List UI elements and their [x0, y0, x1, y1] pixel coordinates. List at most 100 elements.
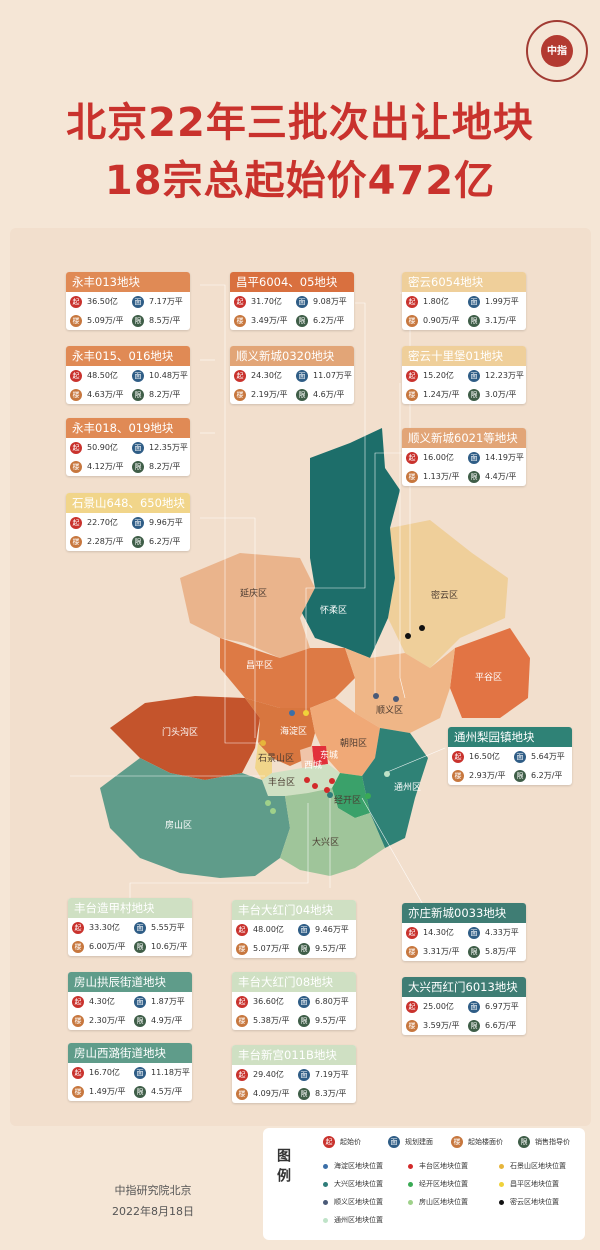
label-chaoyang: 朝阳区 — [340, 739, 368, 749]
plot-qi-value: 33.30亿 — [89, 923, 120, 932]
plot-qi-value: 24.30亿 — [251, 371, 282, 380]
legend-location: 海淀区地块位置 — [323, 1161, 383, 1171]
label-shunyi: 顺义区 — [376, 706, 404, 716]
plot-qi-value: 36.60亿 — [253, 997, 284, 1006]
label-daxing: 大兴区 — [312, 838, 340, 848]
lou-badge-icon: 楼 — [70, 535, 82, 548]
plot-xian-value: 8.5万/平 — [149, 316, 181, 325]
fengtai-dot-2 — [324, 787, 330, 793]
qi-badge-icon: 起 — [70, 295, 82, 308]
lou-badge-icon: 楼 — [72, 1014, 84, 1027]
plot-card: 房山拱辰街道地块起 4.30亿 面 1.87万平楼 2.30万/平限 4.9万/平 — [68, 972, 192, 1030]
mentougou-region — [110, 696, 260, 780]
legend-location-label: 密云区地块位置 — [510, 1198, 559, 1206]
plot-card-title: 顺义新城6021等地块 — [402, 428, 526, 448]
plot-card-title: 昌平6004、05地块 — [230, 272, 354, 292]
plot-mian-value: 9.08万平 — [313, 297, 347, 306]
legend-dot-icon — [499, 1181, 504, 1187]
label-mentougou: 门头沟区 — [162, 728, 199, 738]
fengtai-dot-4 — [304, 777, 310, 783]
xian-badge-icon: 限 — [134, 1014, 146, 1027]
plot-xian-value: 9.5万/平 — [315, 1016, 347, 1025]
legend-key-label: 规划建面 — [405, 1138, 433, 1146]
plot-xian-value: 4.6万/平 — [313, 390, 345, 399]
plot-mian-value: 12.35万平 — [149, 443, 188, 452]
plot-mian-value: 5.64万平 — [531, 752, 565, 761]
legend-dot-icon — [323, 1163, 328, 1169]
legend-location-label: 昌平区地块位置 — [510, 1180, 559, 1188]
plot-card: 顺义新城0320地块起 24.30亿 面 11.07万平楼 2.19万/平限 4.6万/平 — [230, 346, 354, 404]
label-huairou: 怀柔区 — [320, 606, 348, 616]
mian-badge-icon: 面 — [468, 926, 480, 939]
footer-org: 中指研究院北京 — [114, 1184, 192, 1197]
footer-date: 2022年8月18日 — [112, 1205, 194, 1218]
legend-location-label: 房山区地块位置 — [419, 1198, 468, 1206]
mian-badge-icon: 面 — [134, 921, 146, 934]
plot-card-title: 大兴西红门6013地块 — [402, 977, 526, 997]
plot-card: 大兴西红门6013地块起 25.00亿 面 6.97万平楼 3.59万/平限 6.6万/平 — [402, 977, 526, 1035]
xian-badge-icon: 限 — [132, 460, 144, 473]
qi-badge-icon: 起 — [234, 369, 246, 382]
miyun-dot-2 — [405, 633, 411, 639]
qi-badge-icon: 起 — [72, 995, 84, 1008]
shunyi-dot-2 — [393, 696, 399, 702]
plot-mian-value: 11.18万平 — [151, 1068, 190, 1077]
plot-mian-value: 7.19万平 — [315, 1070, 349, 1079]
plot-xian-value: 6.2万/平 — [313, 316, 345, 325]
plot-qi-value: 25.00亿 — [423, 1002, 454, 1011]
legend-location: 丰台区地块位置 — [408, 1161, 468, 1171]
plot-lou-value: 2.30万/平 — [89, 1016, 126, 1025]
plot-lou-value: 2.19万/平 — [251, 390, 288, 399]
plot-qi-value: 1.80亿 — [423, 297, 449, 306]
plot-card-title: 永丰015、016地块 — [66, 346, 190, 366]
plot-qi-value: 16.50亿 — [469, 752, 500, 761]
lou-badge-icon: 楼 — [406, 470, 418, 483]
plot-lou-value: 5.38万/平 — [253, 1016, 290, 1025]
plot-xian-value: 6.6万/平 — [485, 1021, 517, 1030]
legend-key: 面规划建面 — [388, 1136, 433, 1148]
legend-key-label: 销售指导价 — [535, 1138, 570, 1146]
label-haidian: 海淀区 — [280, 727, 308, 737]
xian-badge-icon: 限 — [468, 470, 480, 483]
dongcheng-region — [312, 746, 328, 766]
plot-lou-value: 3.59万/平 — [423, 1021, 460, 1030]
legend-title: 图例 — [275, 1148, 291, 1188]
plot-card-title: 通州梨园镇地块 — [448, 727, 572, 747]
plot-qi-value: 31.70亿 — [251, 297, 282, 306]
academy-seal-logo: 中指 — [526, 20, 588, 82]
lou-badge-icon: 楼 — [72, 1085, 84, 1098]
mian-badge-icon: 面 — [132, 295, 144, 308]
mian-badge-icon: 面 — [298, 995, 310, 1008]
title-line-2: 18宗总起始价472亿 — [104, 158, 496, 204]
qi-badge-icon: 起 — [406, 451, 418, 464]
miyun-dot-1 — [419, 625, 425, 631]
plot-lou-value: 4.09万/平 — [253, 1089, 290, 1098]
lou-badge-icon: 楼 — [70, 314, 82, 327]
daxing-region — [280, 788, 385, 876]
xian-badge-icon: 限 — [132, 535, 144, 548]
xian-badge-icon: 限 — [134, 940, 146, 953]
legend-location: 顺义区地块位置 — [323, 1197, 383, 1207]
lou-badge-icon: 楼 — [236, 942, 248, 955]
legend-location: 密云区地块位置 — [499, 1197, 559, 1207]
plot-card: 顺义新城6021等地块起 16.00亿 面 14.19万平楼 1.13万/平限 4.4万/… — [402, 428, 526, 486]
plot-card: 房山西潞街道地块起 16.70亿 面 11.18万平楼 1.49万/平限 4.5万/平 — [68, 1043, 192, 1101]
plot-xian-value: 6.2万/平 — [149, 537, 181, 546]
legend-badge-icon: 起 — [323, 1136, 335, 1148]
miyun-region — [388, 520, 508, 668]
mian-badge-icon: 面 — [468, 1000, 480, 1013]
plot-xian-value: 8.3万/平 — [315, 1089, 347, 1098]
xian-badge-icon: 限 — [132, 314, 144, 327]
shijingshan-dot — [260, 740, 266, 746]
legend-dot-icon — [323, 1199, 328, 1205]
qi-badge-icon: 起 — [406, 295, 418, 308]
legend-location: 昌平区地块位置 — [499, 1179, 559, 1189]
mian-badge-icon: 面 — [296, 295, 308, 308]
mian-badge-icon: 面 — [132, 516, 144, 529]
plot-xian-value: 5.8万/平 — [485, 947, 517, 956]
plot-card-title: 丰台造甲村地块 — [68, 898, 192, 918]
plot-qi-value: 48.50亿 — [87, 371, 118, 380]
mian-badge-icon: 面 — [132, 441, 144, 454]
daxing-dot — [327, 792, 333, 798]
plot-card: 昌平6004、05地块起 31.70亿 面 9.08万平楼 3.49万/平限 6.2万/平 — [230, 272, 354, 330]
